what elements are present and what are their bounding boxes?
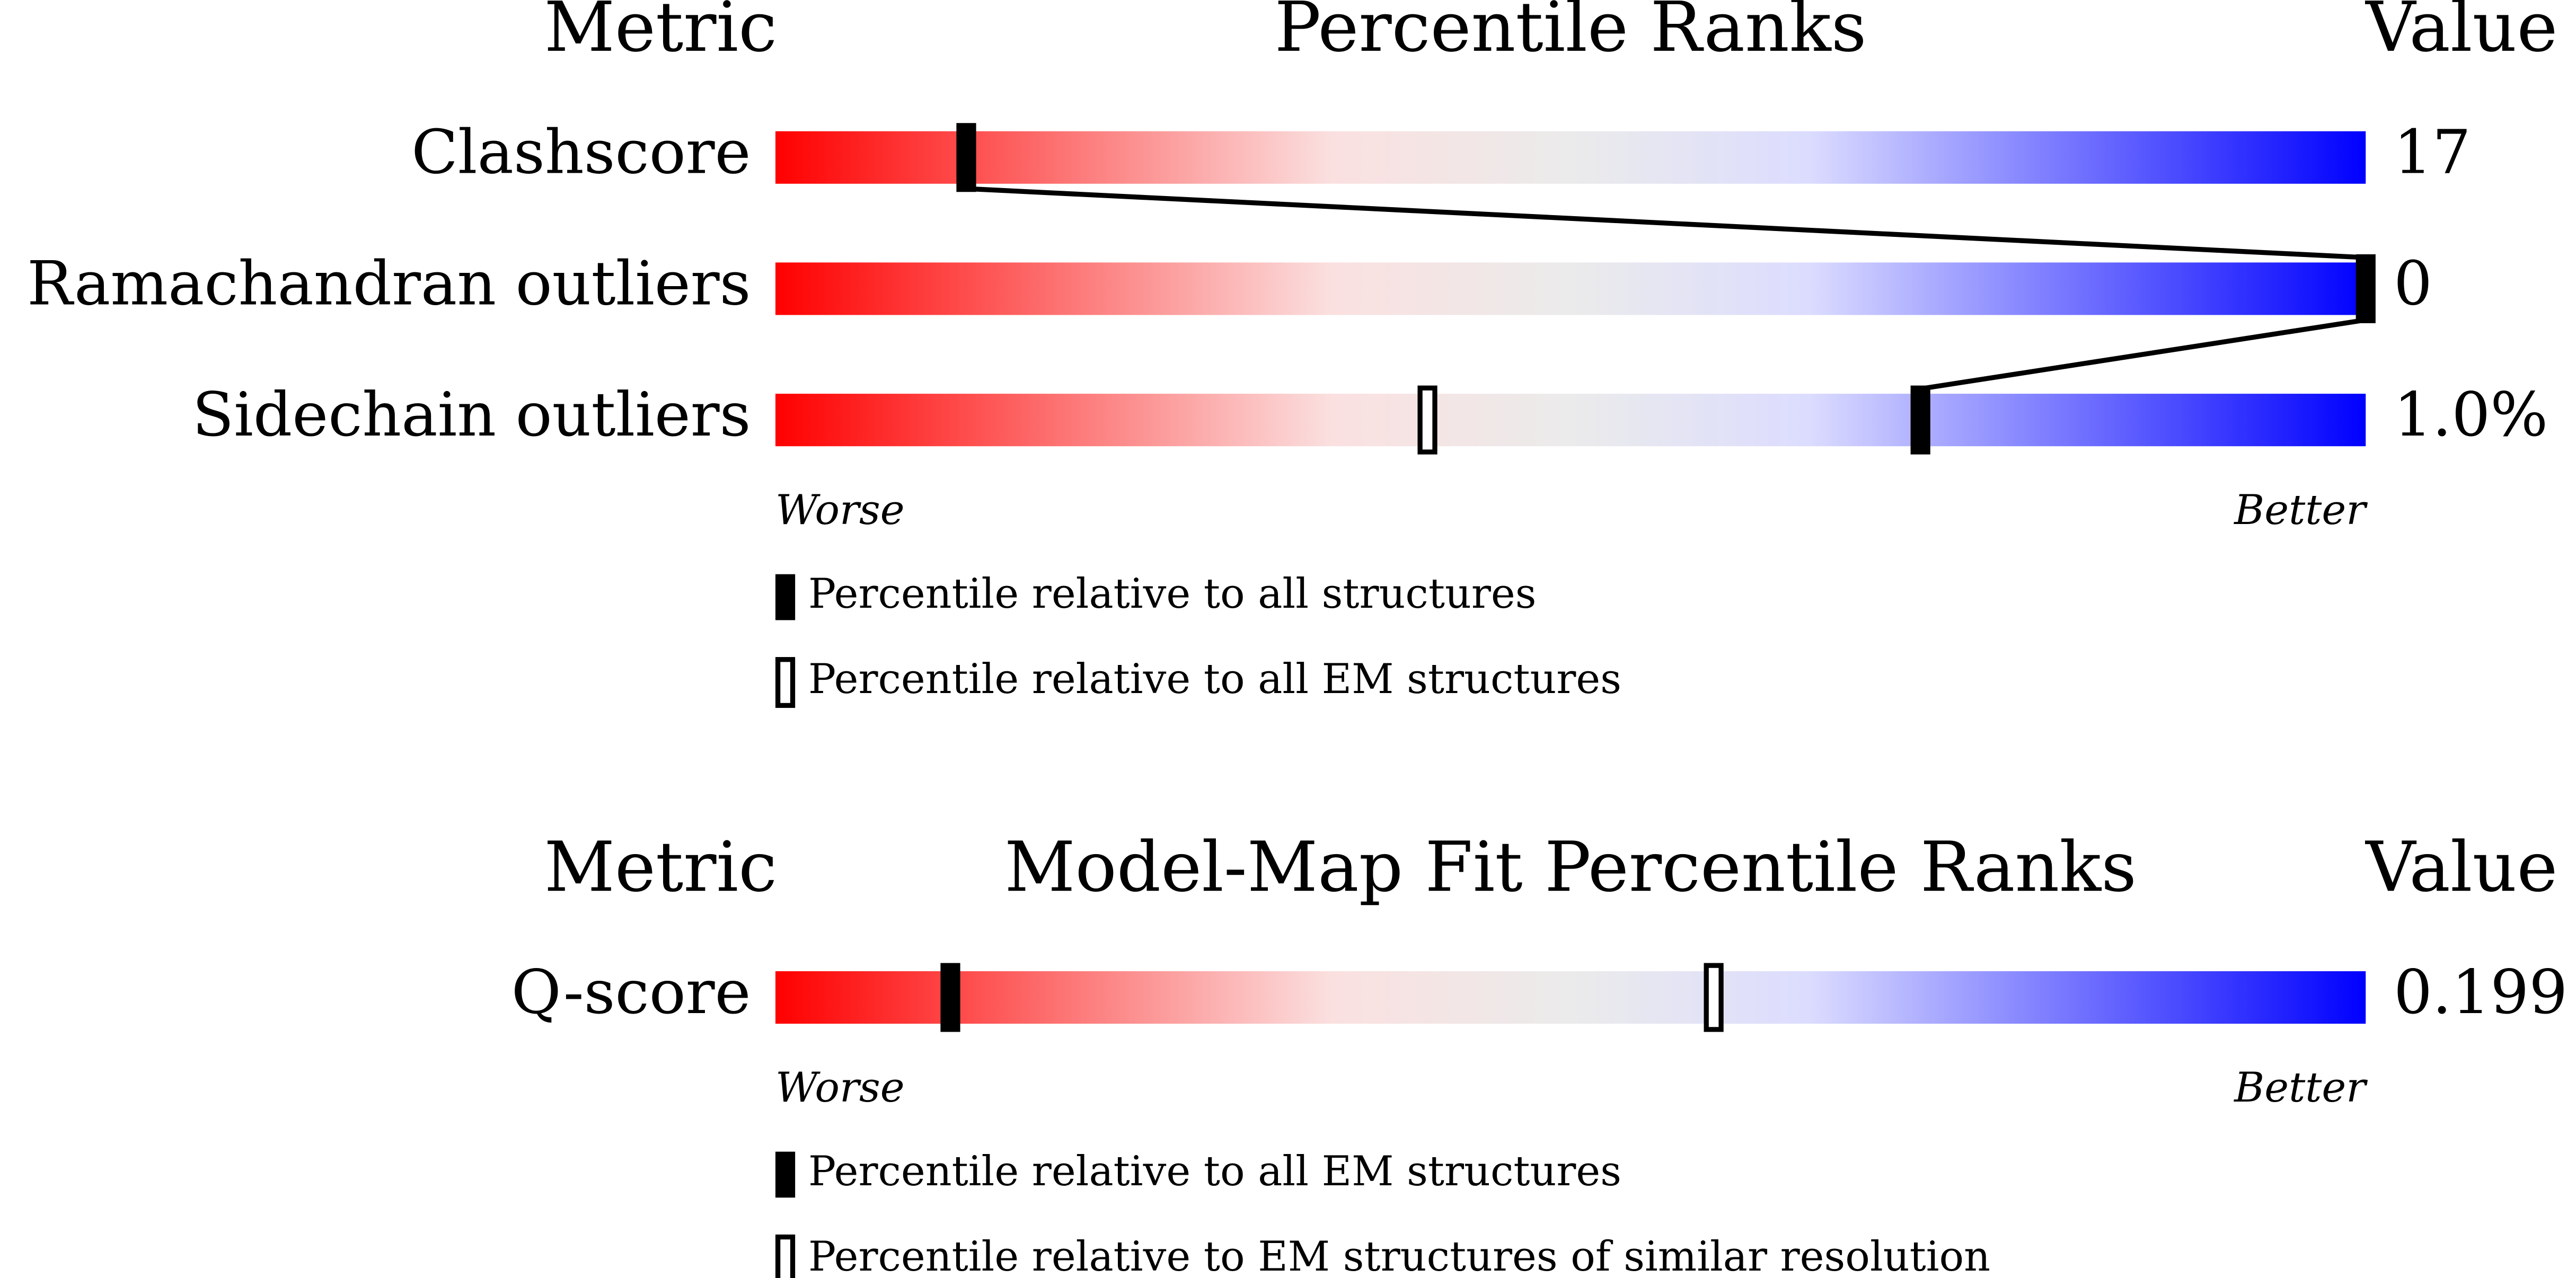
legend-label: Percentile relative to all structures xyxy=(808,570,1537,618)
panel-title: Percentile Ranks xyxy=(1275,0,1867,67)
legend-swatch xyxy=(775,657,796,708)
worse-label: Worse xyxy=(775,486,905,534)
metric-header: Metric xyxy=(544,827,777,907)
legend-label: Percentile relative to all EM structures xyxy=(808,655,1621,703)
percentile-bar xyxy=(775,394,2366,447)
better-label: Better xyxy=(2233,1064,2368,1112)
metric-label: Sidechain outliers xyxy=(192,380,751,450)
legend-swatch xyxy=(775,1151,796,1198)
percentile-bar xyxy=(775,262,2366,315)
percentile-bar xyxy=(775,131,2366,184)
percentile-marker xyxy=(940,963,960,1032)
metric-value: 17 xyxy=(2394,118,2471,188)
percentile-marker xyxy=(956,123,976,192)
worse-label: Worse xyxy=(775,1064,905,1112)
metric-header: Metric xyxy=(544,0,777,67)
metric-label: Q-score xyxy=(511,957,751,1028)
metric-value: 0.199 xyxy=(2394,957,2568,1028)
percentile-marker-outline xyxy=(1704,963,1724,1032)
metric-value: 1.0% xyxy=(2394,380,2548,450)
metric-label: Clashscore xyxy=(411,118,751,188)
percentile-marker xyxy=(1910,385,1930,455)
connector-line xyxy=(966,186,2366,260)
percentile-marker-outline xyxy=(1417,385,1437,455)
connector-line xyxy=(1920,317,2366,392)
better-label: Better xyxy=(2233,486,2368,534)
percentile-marker xyxy=(2356,254,2376,323)
legend-swatch xyxy=(775,1234,796,1278)
panel-title: Model-Map Fit Percentile Ranks xyxy=(1004,827,2137,907)
legend-label: Percentile relative to all EM structures xyxy=(808,1148,1621,1195)
metric-label: Ramachandran outliers xyxy=(27,248,751,319)
metric-value: 0 xyxy=(2394,248,2432,319)
value-header: Value xyxy=(2365,0,2557,67)
legend-label: Percentile relative to EM structures of … xyxy=(808,1233,1990,1278)
value-header: Value xyxy=(2365,827,2557,907)
legend-swatch xyxy=(775,574,796,620)
percentile-bar xyxy=(775,971,2366,1024)
